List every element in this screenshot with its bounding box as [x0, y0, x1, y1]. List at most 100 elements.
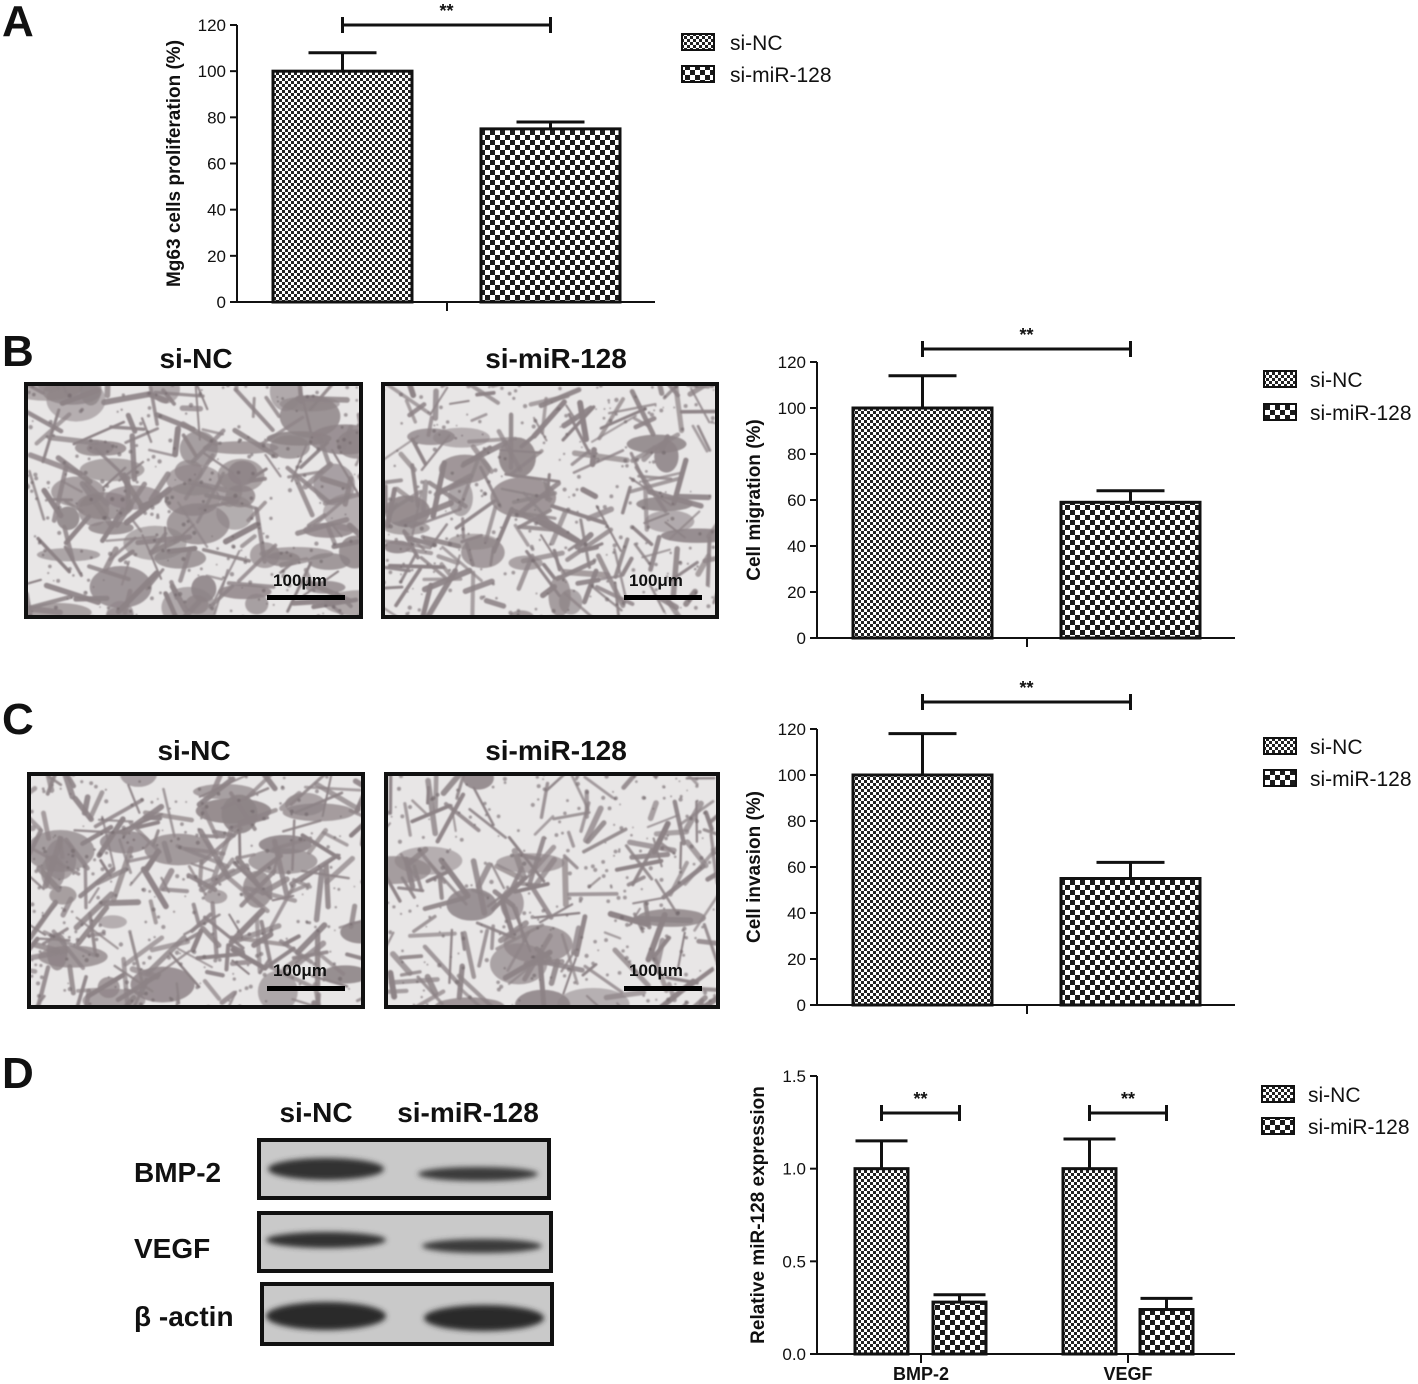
pore-dot — [84, 854, 89, 859]
pore-dot — [202, 954, 207, 959]
cell-process — [187, 864, 207, 896]
pore-dot — [710, 416, 715, 421]
pore-dot — [664, 836, 668, 841]
cell-process — [191, 902, 201, 926]
pore-dot — [84, 957, 89, 963]
pore-dot — [439, 405, 443, 410]
pore-dot — [154, 465, 157, 468]
pore-dot — [257, 598, 261, 601]
pore-dot — [116, 509, 119, 512]
cell-process — [306, 828, 328, 855]
pore-dot — [155, 515, 160, 520]
legend-c: si-NC si-miR-128 — [1263, 736, 1412, 791]
cell-process — [322, 491, 361, 506]
legend-swatch-si-mir-128 — [1261, 1117, 1295, 1135]
pore-dot — [228, 999, 231, 1002]
cell-process — [308, 384, 334, 412]
pore-dot — [555, 409, 558, 411]
pore-dot — [75, 502, 78, 505]
significance-label: ** — [913, 1089, 927, 1109]
pore-dot — [211, 932, 215, 936]
cell-process — [175, 844, 230, 869]
pore-dot — [426, 563, 429, 566]
pore-dot — [625, 922, 630, 927]
pore-dot — [232, 977, 236, 981]
y-tick-label: 80 — [787, 812, 806, 831]
cell-process — [227, 990, 238, 1007]
cell-process — [354, 452, 361, 467]
pore-dot — [66, 598, 69, 600]
legend-label-si-nc: si-NC — [1308, 1084, 1361, 1107]
blot-band — [266, 1232, 386, 1248]
pore-dot — [57, 530, 62, 535]
pore-dot — [305, 920, 309, 924]
pore-dot — [139, 421, 143, 426]
cell-process — [432, 388, 439, 421]
cell-process — [691, 424, 709, 453]
cell-process — [203, 915, 245, 950]
pore-dot — [630, 833, 633, 837]
cell-process — [460, 931, 466, 951]
pore-dot — [420, 995, 423, 999]
pore-dot — [486, 451, 490, 455]
cell-process — [570, 449, 592, 466]
blot-row-beta-actin: β -actin — [134, 1301, 234, 1332]
pore-dot — [609, 494, 614, 499]
cell-process — [533, 911, 581, 919]
pore-dot — [609, 407, 612, 410]
cell-process — [289, 853, 340, 887]
pore-dot — [262, 816, 266, 821]
pore-dot — [482, 446, 486, 451]
pore-dot — [122, 836, 125, 839]
legend-swatch-si-nc — [1263, 370, 1297, 388]
pore-dot — [141, 846, 145, 850]
cell-process — [126, 854, 155, 864]
y-tick-label: 40 — [787, 537, 806, 556]
pore-dot — [53, 605, 58, 610]
pore-dot — [456, 534, 460, 537]
pore-dot — [416, 485, 420, 489]
cell-process — [585, 994, 600, 1007]
pore-dot — [558, 386, 562, 391]
pore-dot — [640, 926, 645, 931]
pore-dot — [35, 981, 41, 986]
pore-dot — [623, 889, 627, 893]
cell-process — [679, 841, 683, 870]
cell-process — [120, 560, 131, 586]
cell-process — [123, 935, 165, 967]
cell-process — [162, 787, 176, 838]
pore-dot — [355, 386, 358, 389]
pore-dot — [562, 487, 567, 492]
cell-process — [383, 565, 412, 573]
cell-process — [340, 424, 354, 451]
pore-dot — [680, 427, 685, 431]
pore-dot — [648, 947, 652, 951]
pore-dot — [497, 835, 500, 837]
pore-dot — [520, 421, 524, 425]
pore-dot — [52, 579, 55, 582]
pore-dot — [325, 775, 329, 779]
pore-dot — [541, 944, 543, 947]
pore-dot — [74, 930, 78, 934]
pore-dot — [216, 792, 221, 796]
pore-dot — [132, 961, 136, 966]
pore-dot — [592, 454, 596, 458]
cell-process — [490, 924, 495, 951]
cell-process — [403, 856, 416, 890]
pore-dot — [215, 877, 218, 881]
cell-process — [302, 461, 334, 490]
pore-dot — [87, 934, 91, 939]
cell-process — [130, 518, 143, 533]
pore-dot — [507, 391, 512, 396]
blot-band — [424, 1305, 544, 1331]
pore-dot — [39, 975, 44, 980]
pore-dot — [402, 562, 405, 566]
pore-dot — [72, 574, 75, 577]
cell-process — [295, 517, 350, 536]
cell-process — [671, 457, 689, 507]
cell-process — [60, 896, 74, 918]
pore-dot — [416, 904, 419, 908]
pore-dot — [455, 424, 458, 427]
cell-process — [123, 987, 145, 996]
